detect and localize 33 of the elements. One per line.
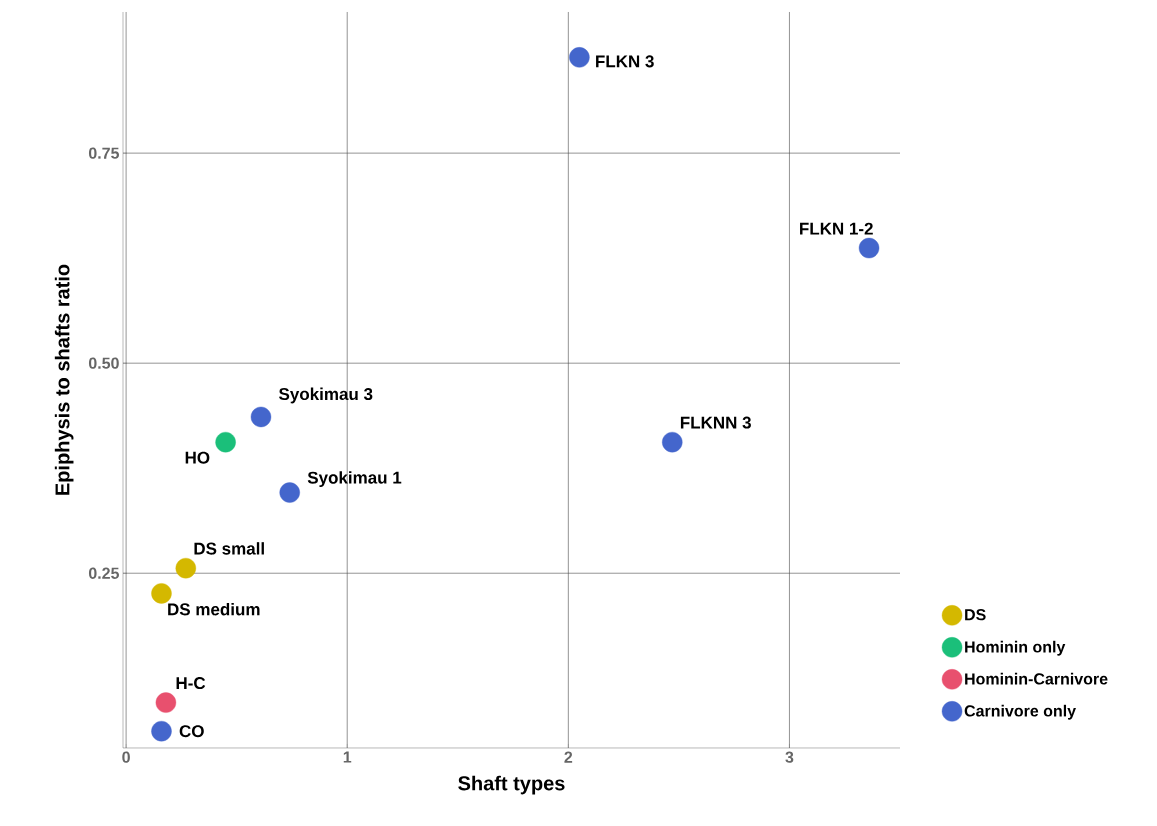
x-tick-label: 2 [564, 751, 573, 763]
annotation: DS medium [168, 602, 260, 616]
x-tick-label: 3 [785, 751, 794, 763]
point [569, 47, 590, 68]
annotation: Syokimau 1 [307, 471, 402, 488]
y-tick-label: 0.25 [88, 567, 120, 579]
legend-label: Hominin-Carnivore [965, 672, 1108, 685]
point [858, 237, 880, 259]
legend-label: Carnivore only [964, 704, 1076, 720]
y-tick-label: 0.50 [88, 357, 119, 369]
x-axis-title: Shaft types [458, 775, 565, 795]
point [155, 692, 177, 713]
point [151, 583, 172, 604]
x-tick-label: 1 [343, 751, 352, 763]
x-tick-label: 0 [122, 751, 130, 763]
legend-label: DS [965, 609, 986, 621]
point [279, 482, 300, 503]
point [151, 720, 172, 742]
annotation: FLKN 1-2 [800, 222, 873, 235]
annotation: DS small [194, 542, 264, 555]
point [250, 406, 272, 428]
point [175, 557, 196, 579]
annotation: CO [179, 725, 204, 738]
annotation: HO [185, 451, 210, 464]
point [662, 431, 683, 453]
y-tick-label: 0.75 [88, 147, 120, 159]
annotation: Syokimau 3 [279, 387, 373, 404]
legend-label: Hominin only [965, 640, 1066, 656]
annotation: FLKNN 3 [680, 416, 751, 429]
annotation: FLKN 3 [596, 55, 654, 68]
annotation: H-C [176, 677, 206, 690]
point [215, 431, 236, 453]
y-axis-title: Epiphysis to shafts ratio [54, 264, 74, 495]
